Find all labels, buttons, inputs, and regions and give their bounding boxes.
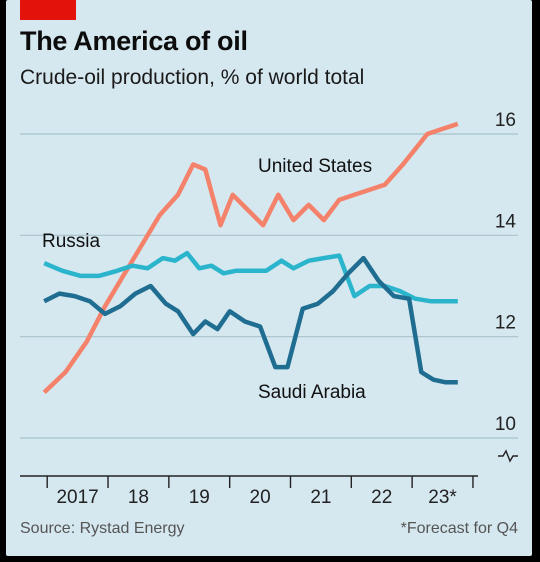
series-line-saudi-arabia (43, 255, 458, 385)
x-tick-label: 19 (189, 487, 210, 508)
brand-red-tag (20, 0, 76, 20)
source-note: Source: Rystad Energy (20, 520, 185, 537)
series-labels: United States Russia Saudi Arabia (42, 156, 372, 403)
y-tick-label: 14 (495, 211, 517, 232)
x-tick-label: 23* (428, 487, 457, 508)
series-lines (42, 121, 459, 395)
series-label-saudi-arabia: Saudi Arabia (258, 382, 366, 403)
series-line-united-states (42, 121, 459, 395)
gridlines: 10 12 14 16 (20, 110, 518, 463)
chart-title: The America of oil (20, 26, 248, 56)
y-tick-label: 16 (495, 110, 516, 131)
forecast-note: *Forecast for Q4 (400, 520, 518, 537)
x-tick-label: 22 (371, 487, 392, 508)
y-tick-label: 10 (495, 414, 516, 435)
series-label-united-states: United States (258, 156, 372, 177)
axis-break-icon (498, 449, 518, 463)
x-axis: 2017 18 19 20 21 22 23* (20, 475, 478, 508)
chart-card: The America of oil Crude-oil production,… (6, 0, 532, 556)
x-tick-label: 20 (250, 487, 271, 508)
x-tick-label: 2017 (56, 487, 98, 508)
series-label-russia: Russia (42, 231, 101, 252)
series-line-russia (43, 250, 458, 304)
line-chart: 10 12 14 16 2017 18 19 20 21 22 23* United States… (20, 110, 518, 508)
x-tick-label: 18 (128, 487, 149, 508)
x-tick-label: 21 (310, 487, 331, 508)
chart-subtitle: Crude-oil production, % of world total (20, 66, 365, 89)
y-tick-label: 12 (495, 313, 516, 334)
